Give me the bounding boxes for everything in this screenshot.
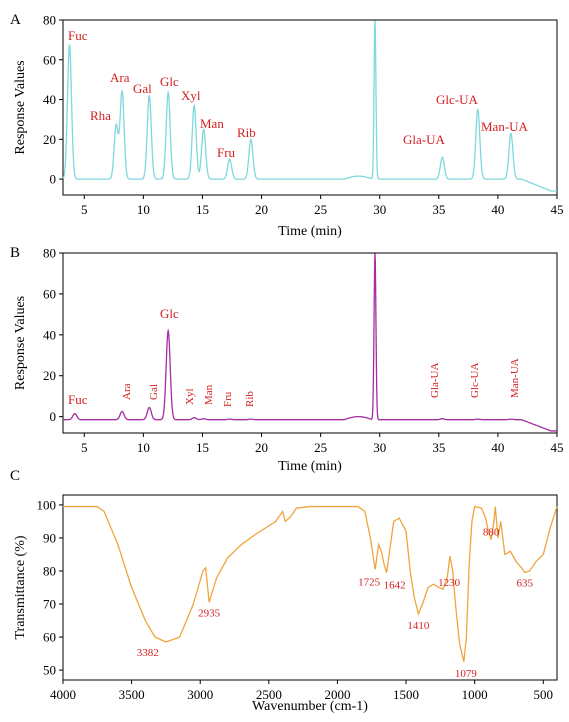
- y-tick-label: 100: [37, 497, 57, 512]
- x-tick-label: 10: [137, 202, 150, 217]
- peak-label: Man: [203, 384, 215, 405]
- y-tick-label: 80: [43, 13, 56, 28]
- x-tick-label: 25: [314, 202, 327, 217]
- peak-label: Glc-UA: [436, 92, 478, 107]
- y-tick-label: 60: [43, 630, 56, 645]
- peak-label: Man-UA: [509, 358, 521, 398]
- x-tick-label: 5: [81, 202, 88, 217]
- series-line: [63, 253, 557, 432]
- x-tick-label: 45: [551, 440, 564, 455]
- y-tick-label: 70: [43, 597, 56, 612]
- x-tick-label: 25: [314, 440, 327, 455]
- chart-panel-C: C 4000 3500 3000 2500 2000 1500 1000 500 50 60 70 80…: [10, 468, 558, 714]
- y-tick-label: 50: [43, 663, 56, 678]
- y-axis-label: Response Values: [13, 296, 28, 390]
- x-tick-label: 30: [373, 440, 386, 455]
- peak-label: Fuc: [68, 392, 88, 407]
- x-tick-label: 20: [255, 440, 268, 455]
- y-tick-label: 80: [43, 563, 56, 578]
- series-line: [63, 505, 558, 662]
- chart-panel-A: A 5 10 15 20 25 30 35 40 45 0 20 40 60 80 Time (min) Res…: [10, 12, 564, 239]
- peak-annotation: 1230: [438, 577, 461, 589]
- x-tick-label: 20: [255, 202, 268, 217]
- y-tick-label: 40: [43, 327, 56, 342]
- chart-panel-B: B 5 10 15 20 25 30 35 40 45 0 20 40 60 80 Time (min) Res…: [10, 245, 564, 474]
- peak-label: Ara: [110, 70, 130, 85]
- y-tick-label: 60: [43, 286, 56, 301]
- peak-annotation: 3382: [137, 647, 159, 659]
- x-axis-label: Time (min): [278, 224, 342, 239]
- peak-label: Rib: [244, 391, 256, 407]
- peak-label: Gal: [148, 384, 160, 400]
- y-tick-label: 0: [50, 172, 57, 187]
- x-tick-label: 500: [534, 687, 554, 702]
- x-tick-label: 5: [81, 440, 88, 455]
- plot-frame: [62, 494, 558, 681]
- y-tick-label: 20: [43, 132, 56, 147]
- plot-frame: [62, 19, 558, 196]
- plot-frame: [62, 252, 558, 434]
- peak-label: Gla-UA: [403, 132, 445, 147]
- x-tick-label: 30: [373, 202, 386, 217]
- y-tick-label: 20: [43, 368, 56, 383]
- peak-label: Gla-UA: [429, 363, 441, 398]
- peak-annotation: 1079: [455, 668, 478, 680]
- peak-annotation: 635: [517, 578, 534, 590]
- y-tick-label: 0: [50, 409, 57, 424]
- x-tick-label: 35: [432, 440, 445, 455]
- peak-annotation: 1410: [407, 620, 430, 632]
- peak-annotation: 880: [483, 527, 500, 539]
- x-tick-label: 40: [491, 440, 504, 455]
- peak-label: Man: [200, 116, 224, 131]
- x-tick-label: 2500: [256, 687, 282, 702]
- x-axis-label: Time (min): [278, 459, 342, 474]
- peak-label: Fuc: [68, 28, 88, 43]
- peak-annotation: 1642: [384, 580, 406, 592]
- x-tick-label: 1500: [393, 687, 419, 702]
- y-tick-label: 40: [43, 92, 56, 107]
- peak-label: Xyl: [181, 88, 201, 103]
- y-axis-label: Transmittance (%): [13, 535, 28, 639]
- panel-label: A: [10, 12, 21, 28]
- panel-label: C: [10, 468, 20, 484]
- x-tick-label: 2000: [324, 687, 350, 702]
- x-tick-label: 3500: [119, 687, 145, 702]
- panel-label: B: [10, 245, 20, 261]
- peak-label: Rib: [237, 125, 256, 140]
- peak-annotation: 2935: [198, 607, 221, 619]
- y-tick-label: 60: [43, 52, 56, 67]
- peak-label: Glc-UA: [469, 363, 481, 398]
- y-axis-label: Response Values: [13, 60, 28, 154]
- peak-label: Rha: [90, 108, 111, 123]
- peak-label: Gal: [133, 81, 152, 96]
- peak-label: Glc: [160, 74, 179, 89]
- series-line: [62, 20, 557, 192]
- x-tick-label: 10: [137, 440, 150, 455]
- x-tick-label: 15: [196, 202, 209, 217]
- x-tick-label: 3000: [187, 687, 213, 702]
- y-tick-label: 80: [43, 246, 56, 261]
- x-tick-label: 1000: [462, 687, 488, 702]
- peak-annotation: 1725: [358, 576, 381, 588]
- peak-label: Xyl: [184, 389, 196, 406]
- peak-label: Man-UA: [481, 119, 529, 134]
- y-tick-label: 90: [43, 530, 56, 545]
- x-axis-label: Wavenumber (cm-1): [252, 699, 368, 714]
- x-tick-label: 15: [196, 440, 209, 455]
- x-tick-label: 45: [551, 202, 564, 217]
- x-tick-label: 4000: [50, 687, 76, 702]
- peak-label: Fru: [217, 145, 236, 160]
- peak-label: Fru: [222, 391, 234, 407]
- x-tick-label: 35: [432, 202, 445, 217]
- peak-label: Glc: [160, 306, 179, 321]
- x-tick-label: 40: [491, 202, 504, 217]
- peak-label: Ara: [121, 383, 133, 400]
